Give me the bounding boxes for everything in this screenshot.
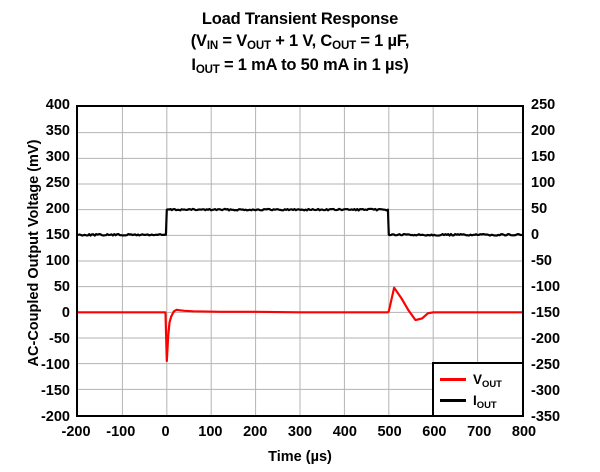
chart-title-line3: IOUT = 1 mA to 50 mA in 1 µs)	[191, 56, 409, 77]
x-tick-800: 800	[511, 424, 537, 440]
y-tick-right--100: -100	[531, 279, 561, 295]
y-tick-right--200: -200	[531, 331, 561, 347]
y-tick-left--100: -100	[40, 357, 70, 373]
y-tick-left-200: 200	[45, 201, 70, 217]
chart-title-line2: (VIN = VOUT + 1 V, COUT = 1 µF,	[190, 32, 410, 53]
y-tick-left--50: -50	[49, 331, 70, 347]
y-tick-left--200: -200	[40, 409, 70, 425]
legend-swatch-iout	[440, 399, 466, 402]
legend-item-iout: IOUT	[434, 390, 522, 411]
chart-title-line1: Load Transient Response	[201, 10, 399, 28]
y-tick-right-150: 150	[531, 149, 556, 165]
x-tick-200: 200	[243, 424, 268, 440]
y-tick-left--150: -150	[40, 383, 70, 399]
y-tick-left-150: 150	[45, 227, 70, 243]
x-tick-0: 0	[161, 424, 170, 440]
y-tick-right-50: 50	[531, 201, 548, 217]
y-tick-left-0: 0	[61, 305, 70, 321]
y-tick-right--250: -250	[531, 357, 561, 373]
x-tick-600: 600	[422, 424, 447, 440]
y-tick-right-0: 0	[531, 227, 540, 243]
y-tick-right--300: -300	[531, 383, 561, 399]
legend-label-vout: VOUT	[473, 372, 502, 390]
x-tick-300: 300	[287, 424, 313, 440]
y-tick-left-400: 400	[45, 97, 70, 113]
y-tick-left-300: 300	[45, 149, 70, 165]
y-tick-right--150: -150	[531, 305, 561, 321]
y-tick-left-50: 50	[53, 279, 70, 295]
y-tick-right--50: -50	[531, 253, 552, 269]
y-tick-right-100: 100	[531, 175, 556, 191]
y-tick-left-100: 100	[45, 253, 70, 269]
x-tick-700: 700	[467, 424, 492, 440]
y-axis-label-left: AC-Coupled Output Voltage (mV)	[26, 139, 42, 367]
x-tick--200: -200	[61, 424, 91, 440]
x-tick--100: -100	[106, 424, 136, 440]
y-tick-right-200: 200	[531, 123, 556, 139]
chart-title: Load Transient Response (VIN = VOUT + 1 …	[0, 8, 600, 78]
legend-label-iout: IOUT	[473, 393, 497, 411]
data-traces	[78, 207, 522, 363]
y-tick-right--350: -350	[531, 409, 561, 425]
y-tick-left-350: 350	[45, 123, 70, 139]
y-tick-right-250: 250	[531, 97, 556, 113]
y-tick-left-250: 250	[45, 175, 70, 191]
x-tick-500: 500	[377, 424, 402, 440]
plot-area	[76, 105, 524, 417]
x-axis-label: Time (µs)	[268, 449, 332, 465]
x-tick-400: 400	[332, 424, 357, 440]
legend-item-vout: VOUT	[434, 369, 522, 390]
chart-legend: VOUT IOUT	[432, 362, 524, 417]
legend-swatch-vout	[440, 378, 466, 381]
x-tick-100: 100	[198, 424, 223, 440]
